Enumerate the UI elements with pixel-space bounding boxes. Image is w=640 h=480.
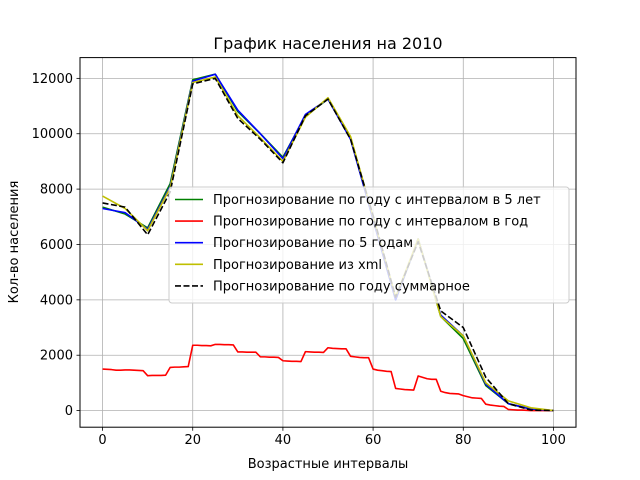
x-tick-label: 40: [275, 433, 292, 448]
series-line-5: [102, 77, 554, 412]
x-tick-label: 20: [184, 433, 201, 448]
legend-label-2: Прогнозирование по году с интервалом в г…: [213, 215, 528, 230]
y-tick-label: 2000: [40, 349, 73, 364]
legend: Прогнозирование по году с интервалом в 5…: [168, 186, 570, 304]
x-tick-label: 80: [455, 433, 472, 448]
legend-label-3: Прогнозирование по 5 годам: [213, 236, 413, 251]
legend-label-5: Прогнозирование по году суммарное: [213, 279, 470, 294]
y-tick-label: 4000: [40, 293, 73, 308]
y-tick-label: 8000: [40, 183, 73, 198]
axis-ticks: 0 20 40 60 80 100 0 2000 4000 6000 8000 10000 12000: [32, 72, 566, 448]
y-tick-label: 12000: [32, 72, 73, 87]
legend-label-1: Прогнозирование по году с интервалом в 5…: [213, 193, 541, 208]
series-line-2: [102, 343, 554, 412]
legend-box: [168, 186, 570, 304]
y-tick-label: 6000: [40, 238, 73, 253]
x-tick-label: 100: [541, 433, 566, 448]
x-axis-label: Возрастные интервалы: [248, 457, 409, 472]
legend-label-4: Прогнозирование из xml: [213, 258, 382, 273]
y-tick-label: 10000: [32, 127, 73, 142]
x-tick-label: 60: [365, 433, 382, 448]
y-tick-label: 0: [65, 404, 73, 419]
plot-frame: [79, 57, 577, 428]
y-axis-label: Кол-во населения: [7, 181, 22, 304]
chart-title: График населения на 2010: [213, 34, 442, 53]
series-lines: [102, 73, 554, 412]
x-tick-label: 0: [98, 433, 106, 448]
